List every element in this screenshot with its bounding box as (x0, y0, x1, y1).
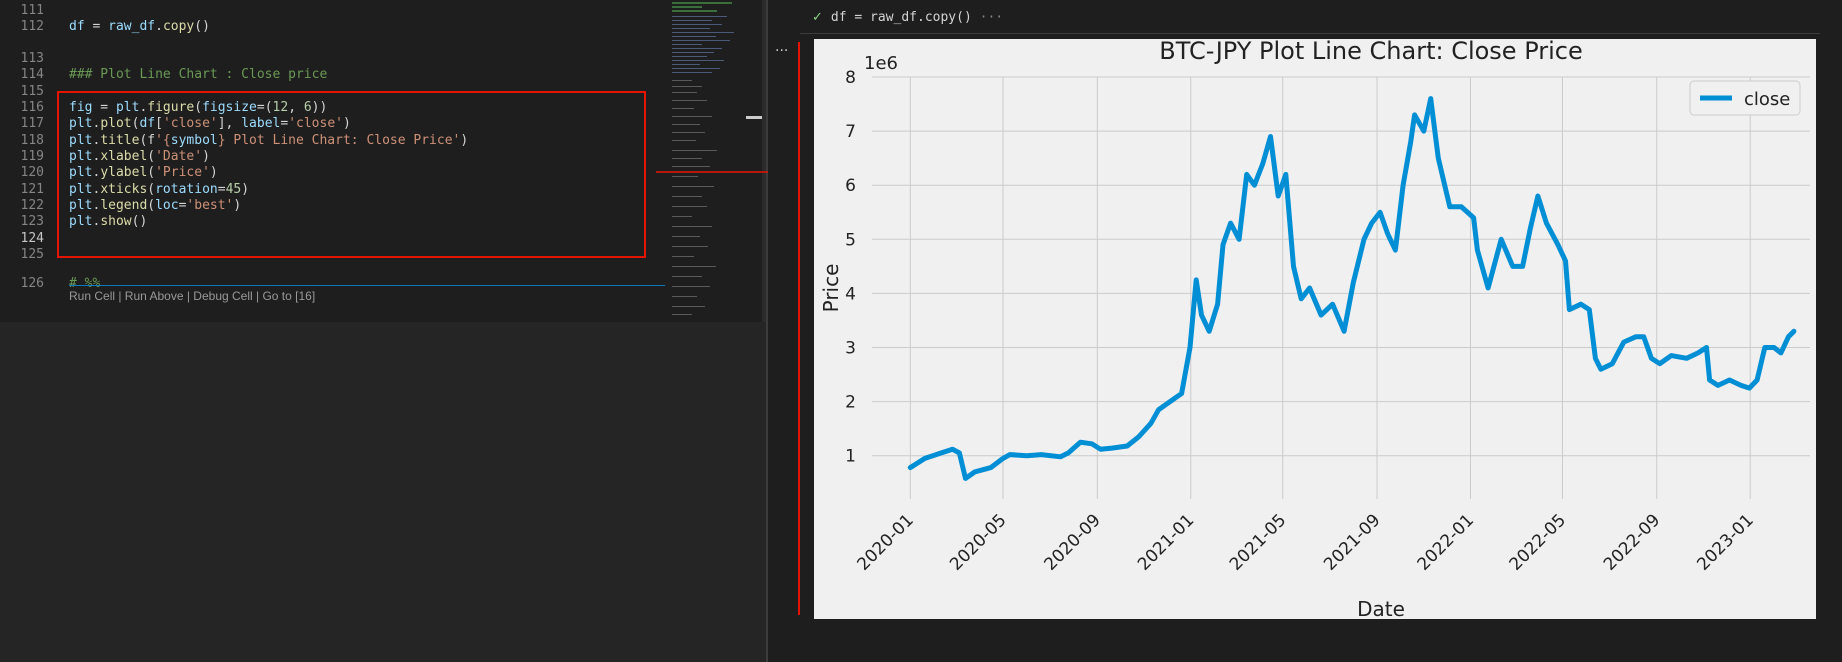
code-line[interactable]: 121 plt.xticks(rotation=45) (0, 180, 660, 199)
line-code: ### Plot Line Chart : Close price (69, 67, 328, 82)
minimap[interactable] (670, 0, 750, 322)
pane-divider[interactable] (766, 0, 768, 662)
line-number: 112 (20, 19, 44, 34)
line-number: 126 (20, 276, 44, 291)
cell-focus-indicator (798, 42, 800, 615)
code-line[interactable]: 115 (0, 82, 660, 101)
code-editor[interactable]: 111 112 df = raw_df.copy() 113 114 ### Plot L… (0, 0, 762, 322)
line-number: 116 (20, 100, 44, 115)
x-tick-label: 2021-01 (1134, 510, 1198, 574)
code-line[interactable]: 126 # %% (0, 274, 660, 293)
x-tick-label: 2020-09 (1040, 510, 1104, 574)
code-line[interactable]: 125 (0, 245, 660, 264)
y-tick-label: 7 (845, 122, 856, 142)
x-axis-label: Date (1357, 597, 1405, 619)
line-code: plt.title(f'{symbol} Plot Line Chart: Cl… (69, 133, 469, 148)
editor-scrollbar[interactable] (762, 0, 766, 322)
code-line[interactable]: 123 plt.show() (0, 212, 660, 231)
y-tick-label: 1 (845, 447, 856, 467)
line-code: fig = plt.figure(figsize=(12, 6)) (69, 100, 328, 115)
legend-label: close (1744, 89, 1790, 110)
line-number: 123 (20, 214, 44, 229)
x-tick-label: 2021-05 (1226, 510, 1290, 574)
y-tick-label: 5 (845, 230, 856, 250)
line-code: plt.show() (69, 214, 148, 229)
line-code: plt.xlabel('Date') (69, 149, 210, 164)
chart-title: BTC-JPY Plot Line Chart: Close Price (1159, 39, 1583, 65)
y-tick-label: 2 (845, 393, 856, 413)
ellipsis-icon[interactable]: ··· (979, 10, 1004, 25)
x-tick-label: 2020-01 (853, 510, 917, 574)
legend-box (1689, 80, 1801, 116)
series-line-close (907, 96, 1797, 481)
code-line[interactable]: 114 ### Plot Line Chart : Close price (0, 65, 660, 84)
cell-source: df = raw_df.copy() (830, 10, 972, 25)
more-actions-icon[interactable]: ··· (775, 43, 789, 59)
line-chart: 1 2 3 4 5 6 7 8 2020-01 2020-05 2020-09 2021-01 2021… (819, 39, 1810, 619)
line-number: 122 (20, 198, 44, 213)
x-tick-label: 2022-09 (1600, 510, 1664, 574)
x-tick-label: 2020-05 (946, 510, 1010, 574)
cell-divider (800, 33, 1820, 34)
chart-output: 1 2 3 4 5 6 7 8 2020-01 2020-05 2020-09 2021-01 2021… (814, 39, 1816, 619)
code-line[interactable]: 113 (0, 49, 660, 68)
line-code: plt.legend(loc='best') (69, 198, 242, 213)
line-number: 121 (20, 182, 44, 197)
code-line[interactable]: 119 plt.xlabel('Date') (0, 147, 660, 166)
line-code: # %% (69, 276, 101, 291)
y-tick-label: 4 (845, 284, 856, 304)
line-number: 117 (20, 116, 44, 131)
line-number: 111 (20, 3, 44, 18)
line-number: 114 (20, 67, 44, 82)
codelens-actions[interactable]: Run Cell | Run Above | Debug Cell | Go t… (69, 289, 316, 303)
x-tick-label: 2021-09 (1320, 510, 1384, 574)
minimap-slider[interactable] (746, 116, 762, 119)
line-number: 124 (20, 231, 44, 246)
line-number: 119 (20, 149, 44, 164)
y-multiplier-label: 1e6 (864, 53, 898, 74)
line-code: plt.plot(df['close'], label='close') (69, 116, 351, 131)
x-tick-label: 2023-01 (1693, 510, 1757, 574)
line-number: 115 (20, 84, 44, 99)
line-code: plt.xticks(rotation=45) (69, 182, 250, 197)
y-tick-label: 3 (845, 339, 856, 359)
y-axis-label: Price (819, 264, 843, 313)
cell-separator (69, 285, 665, 286)
check-icon: ✓ (812, 10, 823, 25)
line-code: df = raw_df.copy() (69, 19, 210, 34)
empty-editor-area (0, 322, 766, 662)
cell-header[interactable]: ✓ df = raw_df.copy() ··· (812, 10, 1003, 25)
code-line[interactable]: 120 plt.ylabel('Price') (0, 163, 660, 182)
y-tick-label: 8 (845, 68, 856, 88)
code-line[interactable]: 111 (0, 1, 660, 20)
code-line[interactable]: 116 fig = plt.figure(figsize=(12, 6)) (0, 98, 660, 117)
minimap-preview (672, 2, 734, 315)
line-number: 125 (20, 247, 44, 262)
line-code: plt.ylabel('Price') (69, 165, 218, 180)
code-line[interactable]: 117 plt.plot(df['close'], label='close') (0, 114, 660, 133)
x-tick-label: 2022-05 (1506, 510, 1570, 574)
code-line[interactable]: 118 plt.title(f'{symbol} Plot Line Chart:… (0, 131, 660, 150)
line-number: 120 (20, 165, 44, 180)
x-tick-label: 2022-01 (1414, 510, 1478, 574)
selection-highlight-box (57, 91, 646, 258)
code-line[interactable]: 124 (0, 229, 660, 248)
code-line[interactable]: 122 plt.legend(loc='best') (0, 196, 660, 215)
line-number: 118 (20, 133, 44, 148)
y-tick-label: 6 (845, 176, 856, 196)
code-line[interactable]: 112 df = raw_df.copy() (0, 17, 660, 36)
line-number: 113 (20, 51, 44, 66)
